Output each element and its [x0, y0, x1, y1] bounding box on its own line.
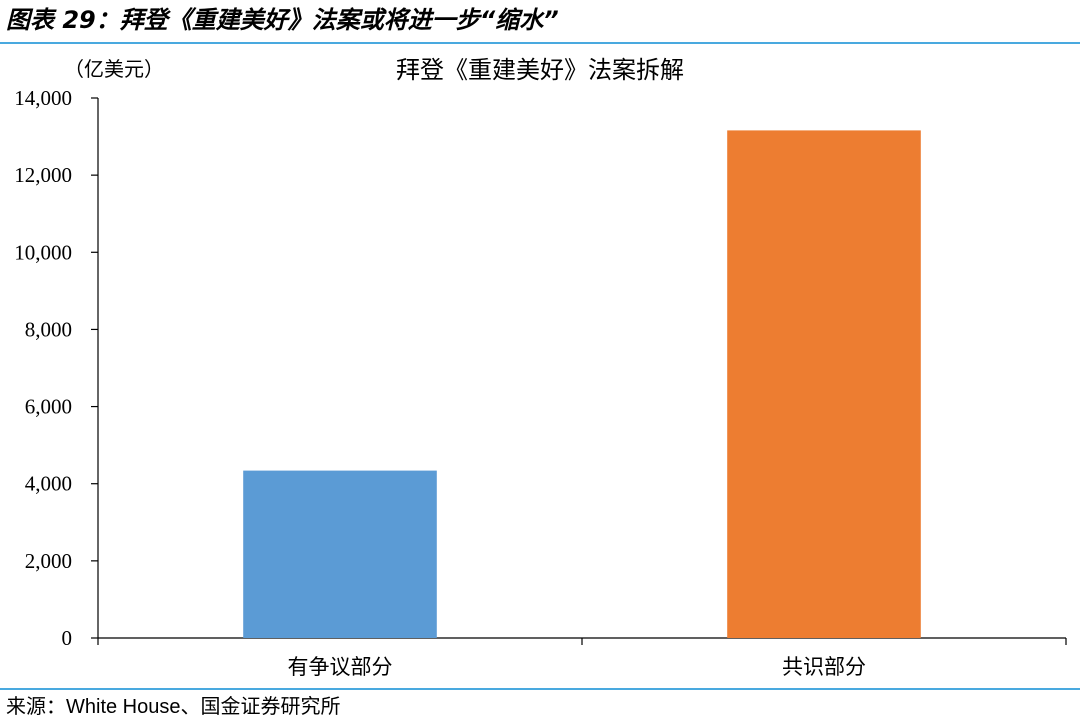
y-tick-label: 2,000 [25, 549, 72, 573]
figure-header: 图表 29：拜登《重建美好》法案或将进一步“缩水” [0, 0, 1080, 44]
footer-rule [0, 688, 1080, 690]
chart-title: 拜登《重建美好》法案拆解 [396, 56, 684, 84]
bar [243, 470, 437, 638]
bars [243, 130, 921, 638]
y-tick-label: 4,000 [25, 472, 72, 496]
y-axis: 0 2,000 4,000 6,000 8,000 10,000 12,000 14,000 [14, 86, 99, 650]
bar-chart: 02,0004,0006,0008,00010,00012,00014,000 … [14, 86, 1067, 679]
y-tick-label: 10,000 [14, 240, 72, 264]
y-tick-label: 14,000 [14, 86, 72, 110]
y-tick-label: 12,000 [14, 163, 72, 187]
y-tick-label: 0 [62, 626, 73, 650]
source-note: 来源：White House、国金证券研究所 [6, 696, 341, 718]
y-tick-label: 8,000 [25, 317, 72, 341]
bar [727, 130, 921, 638]
header-rule [0, 42, 1080, 44]
y-tick-label: 6,000 [25, 395, 72, 419]
figure-title: 图表 29：拜登《重建美好》法案或将进一步“缩水” [6, 6, 559, 34]
x-axis: 有争议部分 共识部分 [97, 637, 1067, 679]
x-category-label: 有争议部分 [288, 655, 393, 679]
unit-label: （亿美元） [64, 57, 164, 81]
x-category-label: 共识部分 [782, 655, 866, 679]
